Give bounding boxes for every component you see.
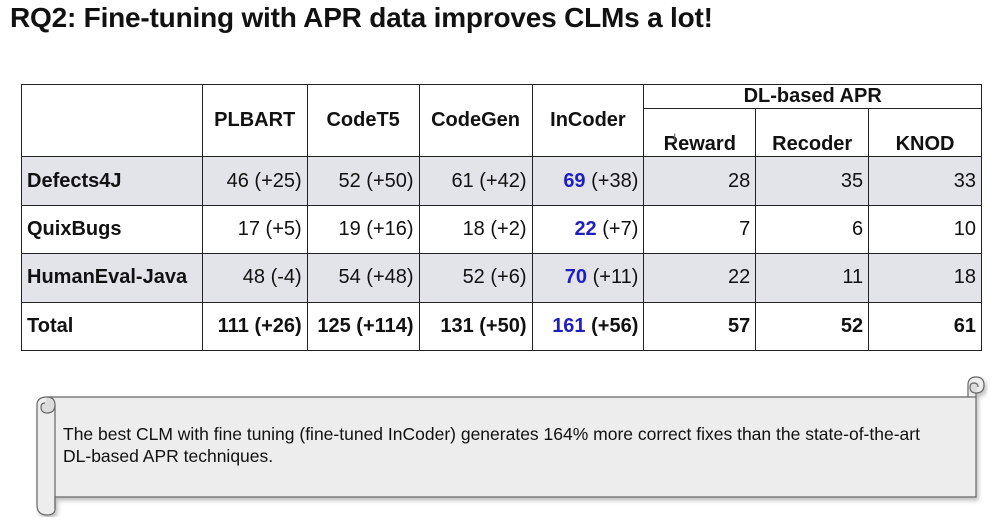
cell-codet5: 54 (+48) xyxy=(306,253,420,303)
callout-scroll: The best CLM with fine tuning (fine-tune… xyxy=(33,375,988,517)
cell-recoder: 52 xyxy=(755,301,870,352)
cell-knod: 61 xyxy=(868,301,982,352)
cell-plbart: 48 (-4) xyxy=(201,253,308,303)
header-row: PLBART CodeT5 CodeGen InCoder DL-based A… xyxy=(21,83,982,158)
cell-plbart: 17 (+5) xyxy=(201,204,308,255)
table-row-total: Total 111 (+26) 125 (+114) 131 (+50) 161… xyxy=(21,301,982,352)
cell-codet5: 52 (+50) xyxy=(306,156,420,206)
cell-plbart: 46 (+25) xyxy=(201,156,308,206)
incoder-value: 161 xyxy=(552,314,586,337)
cell-incoder: 69 (+38) xyxy=(531,156,645,206)
subheader-row: Reward Recoder KNOD xyxy=(22,107,982,158)
cell-codegen: 131 (+50) xyxy=(418,301,533,352)
cell-reward: 7 xyxy=(643,204,757,255)
row-label: HumanEval-Java xyxy=(21,253,203,303)
col-header-incoder: InCoder xyxy=(531,83,645,158)
cell-incoder: 70 (+11) xyxy=(531,253,645,303)
cell-plbart: 111 (+26) xyxy=(201,301,308,352)
cell-knod: 10 xyxy=(868,204,982,255)
cell-codet5: 125 (+114) xyxy=(306,301,420,352)
cell-incoder: 22 (+7) xyxy=(531,204,645,255)
incoder-delta: (+38) xyxy=(585,169,639,192)
cell-codegen: 61 (+42) xyxy=(418,156,533,206)
cell-codegen: 52 (+6) xyxy=(418,253,533,303)
col-group-dl-apr: DL-based APR xyxy=(643,84,982,109)
results-table: PLBART CodeT5 CodeGen InCoder DL-based A… xyxy=(21,83,982,352)
incoder-delta: (+11) xyxy=(587,266,639,289)
incoder-delta: (+7) xyxy=(596,217,639,240)
incoder-value: 69 xyxy=(563,169,586,192)
cell-codegen: 18 (+2) xyxy=(418,204,533,255)
slide-title: RQ2: Fine-tuning with APR data improves … xyxy=(10,2,713,33)
row-label: Defects4J xyxy=(21,156,203,206)
cell-incoder: 161 (+56) xyxy=(531,301,645,352)
col-header-knod: KNOD xyxy=(868,107,982,158)
col-header-reward: Reward xyxy=(643,107,757,158)
col-header-codet5: CodeT5 xyxy=(306,83,420,158)
cell-recoder: 35 xyxy=(755,156,870,206)
col-header-recoder: Recoder xyxy=(755,107,870,158)
cell-knod: 33 xyxy=(868,156,982,206)
cell-reward: 22 xyxy=(643,253,757,303)
cell-recoder: 11 xyxy=(755,253,870,303)
row-label: QuixBugs xyxy=(21,204,203,255)
col-header-plbart: PLBART xyxy=(201,83,308,158)
cell-reward: 28 xyxy=(643,156,757,206)
scroll-shape xyxy=(36,376,985,516)
col-header-codegen: CodeGen xyxy=(418,83,533,158)
incoder-value: 70 xyxy=(564,266,588,289)
table-row-quixbugs: QuixBugs 17 (+5) 19 (+16) 18 (+2) 22 (+7… xyxy=(21,204,982,255)
row-label: Total xyxy=(21,301,203,352)
table-row-humaneval-java: HumanEval-Java 48 (-4) 54 (+48) 52 (+6) … xyxy=(21,253,982,303)
cell-reward: 57 xyxy=(643,301,757,352)
corner-cell xyxy=(21,83,203,158)
incoder-value: 22 xyxy=(574,217,597,240)
cell-knod: 18 xyxy=(868,253,982,303)
cell-codet5: 19 (+16) xyxy=(306,204,420,255)
table-row-defects4j: Defects4J 46 (+25) 52 (+50) 61 (+42) 69 … xyxy=(21,156,982,206)
text-cursor-icon: I xyxy=(673,131,677,145)
cell-recoder: 6 xyxy=(755,204,870,255)
callout-text: The best CLM with fine tuning (fine-tune… xyxy=(63,424,920,466)
incoder-delta: (+56) xyxy=(585,314,639,337)
